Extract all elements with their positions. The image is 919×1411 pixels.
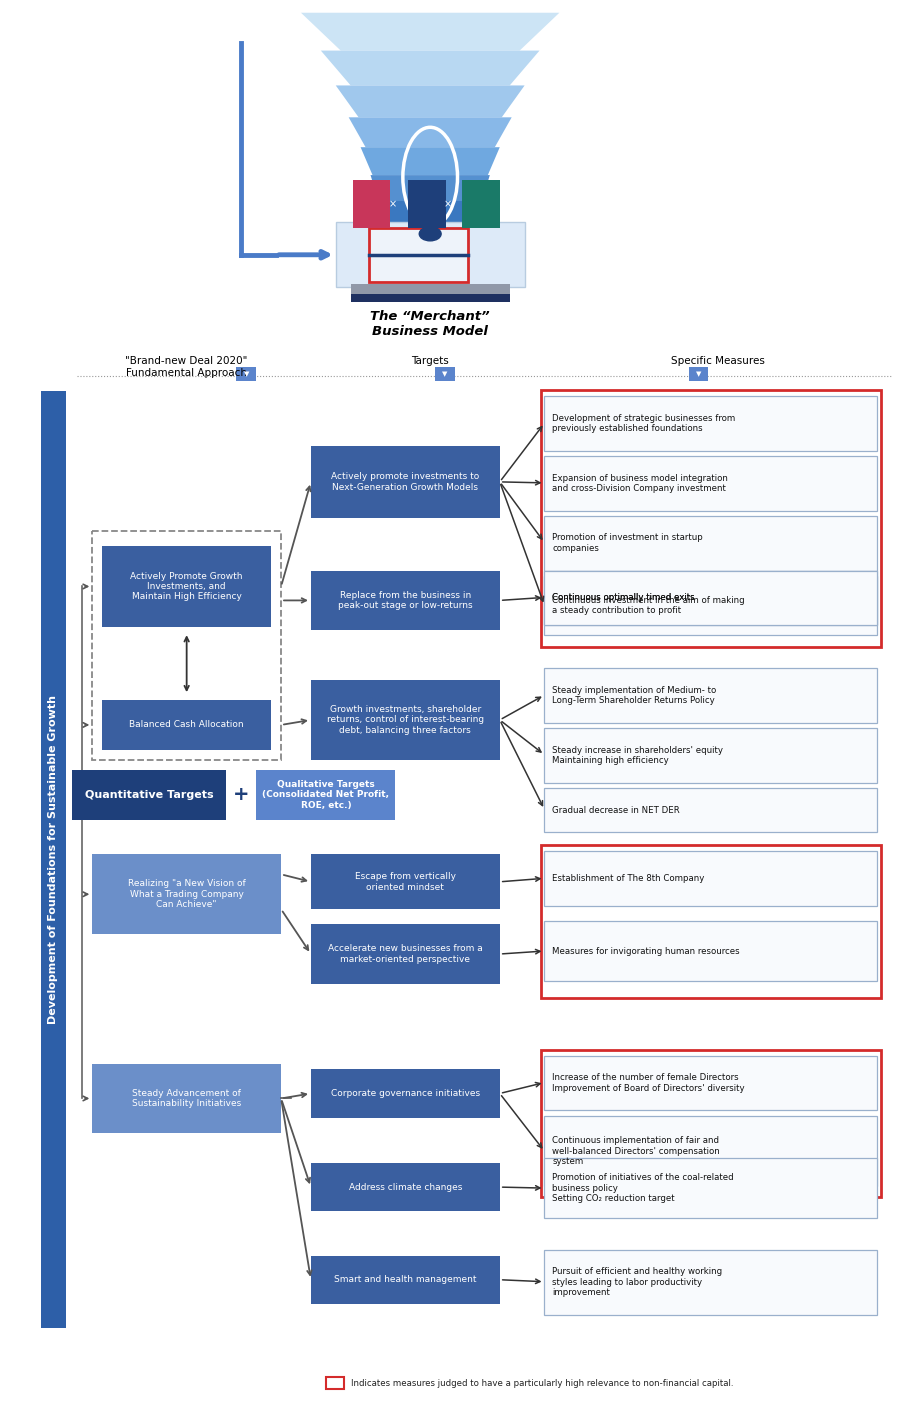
FancyBboxPatch shape xyxy=(311,924,499,983)
Text: Balanced Cash Allocation: Balanced Cash Allocation xyxy=(130,721,244,729)
FancyBboxPatch shape xyxy=(311,680,499,759)
FancyBboxPatch shape xyxy=(544,921,877,981)
FancyBboxPatch shape xyxy=(256,770,395,820)
Polygon shape xyxy=(378,200,482,224)
FancyBboxPatch shape xyxy=(369,229,468,282)
FancyBboxPatch shape xyxy=(352,181,390,229)
FancyBboxPatch shape xyxy=(335,222,524,286)
Text: Continuous optimally timed exits: Continuous optimally timed exits xyxy=(551,594,695,602)
FancyBboxPatch shape xyxy=(544,576,877,635)
FancyBboxPatch shape xyxy=(461,181,499,229)
Text: Steady increase in shareholders' equity
Maintaining high efficiency: Steady increase in shareholders' equity … xyxy=(551,745,722,765)
Text: Actively promote investments to
Next-Generation Growth Models: Actively promote investments to Next-Gen… xyxy=(331,473,479,491)
Text: Continuous optimally timed exits: Continuous optimally timed exits xyxy=(551,593,695,602)
Text: The “Merchant”
Business Model: The “Merchant” Business Model xyxy=(370,309,490,337)
FancyBboxPatch shape xyxy=(544,570,877,625)
Text: Establishment of The 8th Company: Establishment of The 8th Company xyxy=(551,875,704,883)
Text: Measures for invigorating human resources: Measures for invigorating human resource… xyxy=(551,947,739,955)
Polygon shape xyxy=(301,13,559,51)
FancyBboxPatch shape xyxy=(350,284,509,296)
Polygon shape xyxy=(335,86,524,117)
Text: Steady implementation of Medium- to
Long-Term Shareholder Returns Policy: Steady implementation of Medium- to Long… xyxy=(551,686,716,706)
FancyBboxPatch shape xyxy=(40,391,66,1328)
Text: Corporate governance initiatives: Corporate governance initiatives xyxy=(331,1089,480,1098)
FancyBboxPatch shape xyxy=(236,367,256,381)
Text: Promotion of investment in startup
companies: Promotion of investment in startup compa… xyxy=(551,533,702,553)
FancyBboxPatch shape xyxy=(311,855,499,909)
FancyBboxPatch shape xyxy=(544,669,877,722)
Text: Realizing "a New Vision of
What a Trading Company
Can Achieve": Realizing "a New Vision of What a Tradin… xyxy=(128,879,245,909)
FancyBboxPatch shape xyxy=(311,446,499,518)
FancyBboxPatch shape xyxy=(687,367,708,381)
Text: Continuous implementation of fair and
well-balanced Directors' compensation
syst: Continuous implementation of fair and we… xyxy=(551,1136,720,1165)
Text: ▼: ▼ xyxy=(442,371,448,377)
Polygon shape xyxy=(321,51,539,86)
Text: Increase of the number of female Directors
Improvement of Board of Directors' di: Increase of the number of female Directo… xyxy=(551,1074,744,1092)
Text: +: + xyxy=(233,785,249,804)
FancyBboxPatch shape xyxy=(350,293,509,302)
Text: "Brand-new Deal 2020"
Fundamental Approach: "Brand-new Deal 2020" Fundamental Approa… xyxy=(125,357,247,378)
FancyBboxPatch shape xyxy=(544,851,877,906)
Text: Continuous investment in the aim of making
a steady contribution to profit: Continuous investment in the aim of maki… xyxy=(551,595,744,615)
Text: Gradual decrease in NET DER: Gradual decrease in NET DER xyxy=(551,806,679,814)
Text: Pursuit of efficient and healthy working
styles leading to labor productivity
im: Pursuit of efficient and healthy working… xyxy=(551,1267,721,1297)
Text: Quantitative Targets: Quantitative Targets xyxy=(85,790,213,800)
Text: Steady Advancement of
Sustainability Initiatives: Steady Advancement of Sustainability Ini… xyxy=(132,1089,241,1108)
FancyBboxPatch shape xyxy=(311,1256,499,1304)
Text: Replace from the business in
peak-out stage or low-returns: Replace from the business in peak-out st… xyxy=(337,591,472,610)
Text: Promotion of initiatives of the coal-related
business policy
Setting CO₂ reducti: Promotion of initiatives of the coal-rel… xyxy=(551,1173,733,1204)
Text: ▼: ▼ xyxy=(244,371,249,377)
FancyBboxPatch shape xyxy=(544,1158,877,1218)
FancyBboxPatch shape xyxy=(311,1163,499,1211)
FancyBboxPatch shape xyxy=(544,570,877,625)
FancyBboxPatch shape xyxy=(73,770,226,820)
FancyBboxPatch shape xyxy=(92,855,281,934)
Text: Specific Measures: Specific Measures xyxy=(671,357,765,367)
Text: ▼: ▼ xyxy=(695,371,700,377)
FancyBboxPatch shape xyxy=(435,367,455,381)
Text: Escape from vertically
oriented mindset: Escape from vertically oriented mindset xyxy=(355,872,455,892)
FancyBboxPatch shape xyxy=(102,546,271,628)
FancyBboxPatch shape xyxy=(311,570,499,631)
Text: Development of strategic businesses from
previously established foundations: Development of strategic businesses from… xyxy=(551,413,735,433)
FancyBboxPatch shape xyxy=(544,456,877,511)
FancyBboxPatch shape xyxy=(102,700,271,749)
Ellipse shape xyxy=(419,227,440,241)
FancyBboxPatch shape xyxy=(544,1116,877,1187)
Text: Targets: Targets xyxy=(411,357,448,367)
Text: ×: × xyxy=(444,199,451,209)
Text: Growth investments, shareholder
returns, control of interest-bearing
debt, balan: Growth investments, shareholder returns,… xyxy=(326,706,483,735)
FancyBboxPatch shape xyxy=(92,1064,281,1133)
Text: Development of Foundations for Sustainable Growth: Development of Foundations for Sustainab… xyxy=(49,694,59,1024)
FancyBboxPatch shape xyxy=(311,1068,499,1119)
Text: Actively Promote Growth
Investments, and
Maintain High Efficiency: Actively Promote Growth Investments, and… xyxy=(130,571,243,601)
FancyBboxPatch shape xyxy=(544,1250,877,1315)
Polygon shape xyxy=(360,147,499,175)
FancyBboxPatch shape xyxy=(408,181,446,229)
Polygon shape xyxy=(348,117,511,147)
Text: Indicates measures judged to have a particularly high relevance to non-financial: Indicates measures judged to have a part… xyxy=(350,1379,732,1388)
FancyBboxPatch shape xyxy=(544,787,877,832)
FancyBboxPatch shape xyxy=(544,1055,877,1110)
Text: Qualitative Targets
(Consolidated Net Profit,
ROE, etc.): Qualitative Targets (Consolidated Net Pr… xyxy=(262,780,389,810)
Text: Expansion of business model integration
and cross-Division Company investment: Expansion of business model integration … xyxy=(551,474,728,492)
Text: ×: × xyxy=(388,199,396,209)
Text: Smart and health management: Smart and health management xyxy=(334,1276,476,1284)
FancyBboxPatch shape xyxy=(544,516,877,570)
Text: Address climate changes: Address climate changes xyxy=(348,1182,461,1192)
FancyBboxPatch shape xyxy=(544,728,877,783)
Polygon shape xyxy=(370,175,489,200)
Text: Accelerate new businesses from a
market-oriented perspective: Accelerate new businesses from a market-… xyxy=(327,944,482,964)
FancyBboxPatch shape xyxy=(544,396,877,452)
